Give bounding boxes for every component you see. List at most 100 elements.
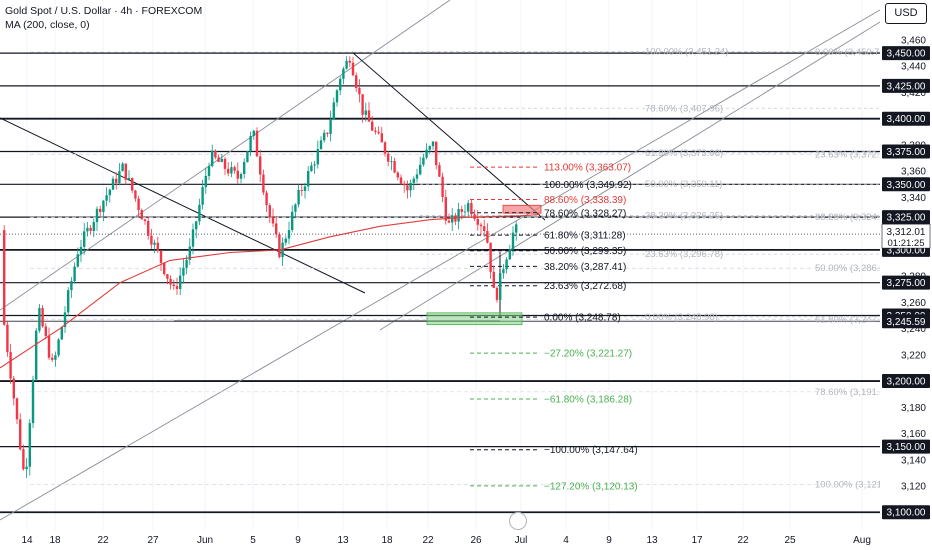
candle-body <box>124 163 127 180</box>
price-badge-label-12: 3,100.00 <box>887 508 926 519</box>
candle-body <box>115 178 118 184</box>
fib-label-0: 113.00% (3,363.07) <box>544 163 631 174</box>
candle-body <box>255 130 259 157</box>
candle-body <box>57 339 60 356</box>
candle-body <box>284 238 287 243</box>
candle-body <box>9 352 12 379</box>
candle-body <box>380 133 383 143</box>
candle-body <box>259 156 262 175</box>
downtrend-line-right <box>351 51 546 221</box>
time-axis-bg <box>0 530 932 550</box>
price-badge-label-10: 3,200.00 <box>887 377 926 388</box>
x-tick-label-2: 22 <box>97 535 109 546</box>
faded-fib-right-label-3: 50.00% (3,286.0) <box>815 263 888 274</box>
faded-fib-label-6: 0.00% (3,248.98) <box>645 312 718 323</box>
candle-body <box>127 178 131 180</box>
candle-body <box>374 130 377 132</box>
candle-body <box>137 198 140 211</box>
candle-body <box>265 192 268 206</box>
candle-body <box>230 167 233 174</box>
downtrend-line-left <box>0 117 366 294</box>
candle-body <box>262 174 265 193</box>
candle-body <box>515 224 518 233</box>
candle-body <box>92 222 95 231</box>
candle-body <box>351 62 355 76</box>
candle-body <box>25 466 28 470</box>
candle-body <box>287 230 291 239</box>
candle-body <box>95 208 99 223</box>
candle-body <box>102 200 105 213</box>
candle-body <box>316 149 319 165</box>
candle-body <box>495 287 499 300</box>
fib-label-5: 50.00% (3,299.35) <box>544 246 626 257</box>
price-badge-label-4: 3,350.00 <box>887 180 926 191</box>
candle-body <box>313 164 316 166</box>
fib-label-3: 78.60% (3,328.27) <box>544 208 626 219</box>
candle-body <box>409 182 412 191</box>
candle-body <box>399 177 403 184</box>
candle-body <box>67 290 70 313</box>
candle-body <box>19 419 22 450</box>
candle-body <box>425 149 428 158</box>
candle-body <box>214 150 217 158</box>
candle-body <box>185 259 188 268</box>
candle-body <box>191 229 195 247</box>
y-tick-label-7: 3,260 <box>901 298 926 309</box>
candle-body <box>329 119 332 134</box>
candle-body <box>28 423 31 467</box>
candle-body <box>460 209 463 213</box>
candle-body <box>319 140 323 150</box>
candle-body <box>198 204 201 222</box>
candle-body <box>76 254 79 267</box>
candle-body <box>332 102 335 120</box>
candle-body <box>297 189 300 205</box>
faded-fib-label-0: 100.00% (3,451.24) <box>645 46 728 57</box>
price-badge-1 <box>882 78 930 93</box>
candle-body <box>172 284 175 287</box>
faded-fib-right-label-4: 61.80% (3,247.1) <box>815 314 888 325</box>
candles <box>3 56 518 479</box>
trend-channel <box>0 0 917 521</box>
candle-body <box>335 90 339 103</box>
fib-label-1: 100.00% (3,349.92) <box>544 180 632 191</box>
candle-body <box>441 176 444 198</box>
candle-body <box>166 274 169 279</box>
indicator-legend: MA (200, close, 0) <box>5 19 90 31</box>
fib-label-12: −127.20% (3,120.13) <box>544 481 638 492</box>
reset-scale-icon[interactable] <box>509 512 527 530</box>
fib-label-2: 88.60% (3,338.39) <box>544 195 626 206</box>
candle-body <box>415 174 419 179</box>
x-tick-label-10: 26 <box>470 535 482 546</box>
candle-body <box>271 217 275 224</box>
candle-body <box>3 230 6 325</box>
candle-body <box>431 141 435 147</box>
candle-body <box>105 195 108 201</box>
candle-body <box>233 167 236 171</box>
y-tick-label-6: 3,240 <box>901 324 926 335</box>
x-tick-label-14: 13 <box>646 535 658 546</box>
fib-label-9: −27.20% (3,221.27) <box>544 349 632 360</box>
price-badge-label-6: 3,300.00 <box>887 245 926 256</box>
candle-body <box>483 226 486 231</box>
channel-lower <box>0 9 881 521</box>
faded-fib-label-1: 78.60% (3,407.96) <box>645 103 723 114</box>
faded-fib-label-3: 50.00% (3,350.11) <box>645 179 722 190</box>
candle-body <box>457 209 460 222</box>
candle-body <box>499 273 502 300</box>
bearish-zone <box>502 204 542 214</box>
candle-body <box>476 218 479 225</box>
candle-body <box>243 162 246 174</box>
time-axis: 14 18 22 27 Jun 5 9 13 18 22 26 Jul 4 9 13 17 22 25 Aug <box>0 530 932 550</box>
candle-body <box>396 172 399 178</box>
candle-body <box>6 324 9 353</box>
candle-body <box>345 60 348 69</box>
currency-button[interactable]: USD <box>885 3 927 24</box>
x-tick-label-13: 9 <box>606 535 612 546</box>
candle-body <box>227 168 230 174</box>
candle-body <box>268 205 271 218</box>
price-badge-3 <box>882 144 930 159</box>
candle-body <box>438 165 441 177</box>
candle-body <box>179 275 182 289</box>
candle-body <box>486 230 489 243</box>
